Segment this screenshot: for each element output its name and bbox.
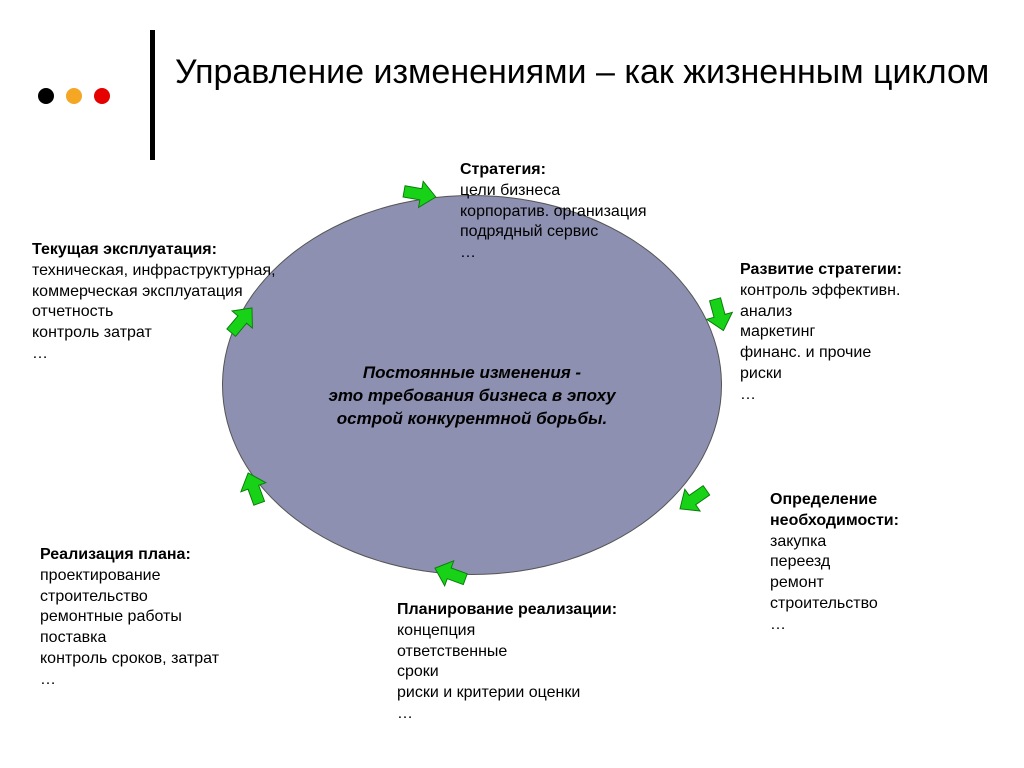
- header-dots: [38, 88, 110, 104]
- label-strategy-body: цели бизнесакорпоратив. организацияподря…: [460, 181, 720, 264]
- dot-3: [94, 88, 110, 104]
- dot-1: [38, 88, 54, 104]
- arrow-top: [397, 172, 441, 216]
- label-strategy-heading: Стратегия:: [460, 160, 720, 181]
- label-execution: Реализация плана: проектированиестроител…: [40, 545, 320, 691]
- label-strategy: Стратегия: цели бизнесакорпоратив. орган…: [460, 160, 720, 264]
- arrow-right-upper: [696, 291, 743, 338]
- label-necessity-body: закупкапереездремонтстроительство…: [770, 532, 1010, 636]
- label-planning-body: концепцияответственныесрокириски и крите…: [397, 621, 697, 725]
- label-dev-strategy: Развитие стратегии: контроль эффективн.а…: [740, 260, 1010, 406]
- label-planning: Планирование реализации: концепцияответс…: [397, 600, 697, 725]
- label-planning-heading: Планирование реализации:: [397, 600, 697, 621]
- label-dev-strategy-body: контроль эффективн.анализмаркетингфинанс…: [740, 281, 1010, 406]
- title-vertical-line: [150, 30, 155, 160]
- page-title: Управление изменениями – как жизненным ц…: [175, 50, 989, 94]
- center-caption: Постоянные изменения -это требования биз…: [302, 362, 642, 431]
- label-current-ops-body: техническая, инфраструктурная, коммерчес…: [32, 261, 312, 365]
- dot-2: [66, 88, 82, 104]
- label-necessity: Определение необходимости: закупкапереез…: [770, 490, 1010, 636]
- label-necessity-heading: Определение необходимости:: [770, 490, 1010, 532]
- label-current-ops-heading: Текущая эксплуатация:: [32, 240, 312, 261]
- label-execution-body: проектированиестроительстворемонтные раб…: [40, 566, 320, 691]
- label-execution-heading: Реализация плана:: [40, 545, 320, 566]
- label-current-ops: Текущая эксплуатация: техническая, инфра…: [32, 240, 312, 365]
- label-dev-strategy-heading: Развитие стратегии:: [740, 260, 1010, 281]
